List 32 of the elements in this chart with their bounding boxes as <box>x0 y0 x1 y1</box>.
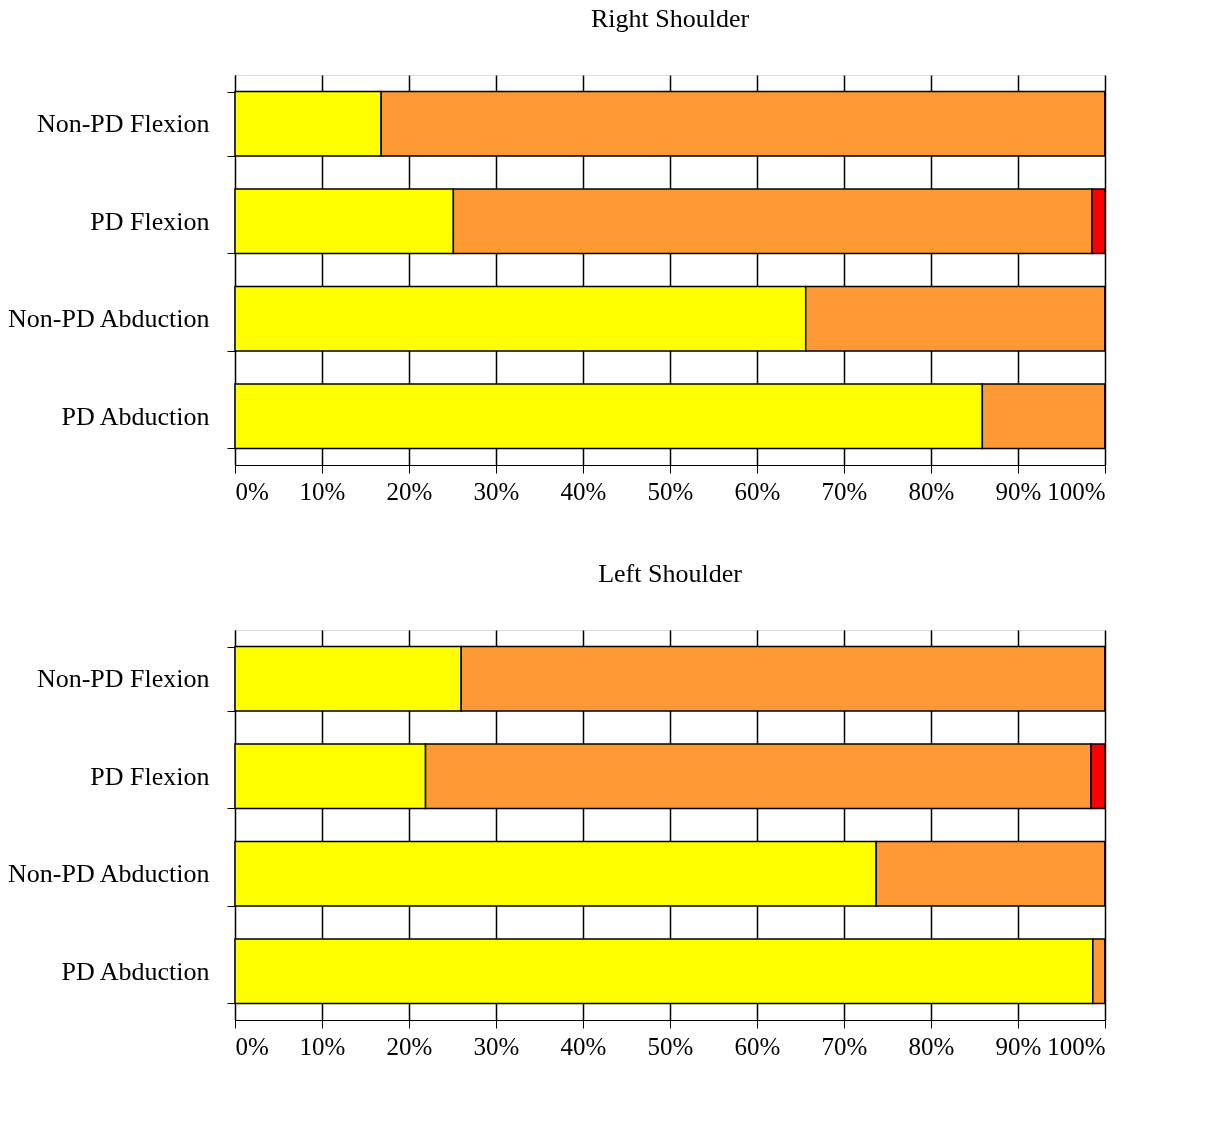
x-tick-label: 40% <box>560 1032 607 1060</box>
x-tick-label: 60% <box>734 477 781 505</box>
x-tick-label: 100% <box>1047 1032 1106 1060</box>
chart-title: Right Shoulder <box>590 4 750 33</box>
x-tick-label: 60% <box>734 1032 781 1060</box>
x-tick-label: 10% <box>299 477 346 505</box>
x-tick-label: 90% <box>995 1032 1042 1060</box>
y-tick-label: PD Flexion <box>90 206 210 236</box>
x-tick-label: 40% <box>560 477 607 505</box>
x-tick-label: 80% <box>908 477 955 505</box>
x-tick-label: 70% <box>821 477 868 505</box>
y-tick-label: Non-PD Abduction <box>8 859 210 889</box>
x-tick-label: 0% <box>235 1032 269 1060</box>
x-tick-label: 10% <box>299 1032 346 1060</box>
chart-title: Left Shoulder <box>598 559 743 588</box>
x-tick-label: 50% <box>647 1032 694 1060</box>
x-tick-label: 50% <box>647 477 694 505</box>
y-tick-label: Non-PD Abduction <box>8 304 210 334</box>
y-tick-label: Non-PD Flexion <box>36 664 210 694</box>
x-tick-label: 100% <box>1047 477 1106 505</box>
x-tick-label: 30% <box>473 477 520 505</box>
x-tick-label: 90% <box>995 477 1042 505</box>
x-tick-label: 20% <box>386 1032 433 1060</box>
y-tick-label: PD Flexion <box>90 761 210 791</box>
y-tick-label: PD Abduction <box>61 401 210 431</box>
x-tick-label: 0% <box>235 477 269 505</box>
y-tick-label: PD Abduction <box>61 956 210 986</box>
x-tick-label: 70% <box>821 1032 868 1060</box>
y-tick-label: Non-PD Flexion <box>36 109 210 139</box>
x-tick-label: 30% <box>473 1032 520 1060</box>
x-tick-label: 80% <box>908 1032 955 1060</box>
x-tick-label: 20% <box>386 477 433 505</box>
